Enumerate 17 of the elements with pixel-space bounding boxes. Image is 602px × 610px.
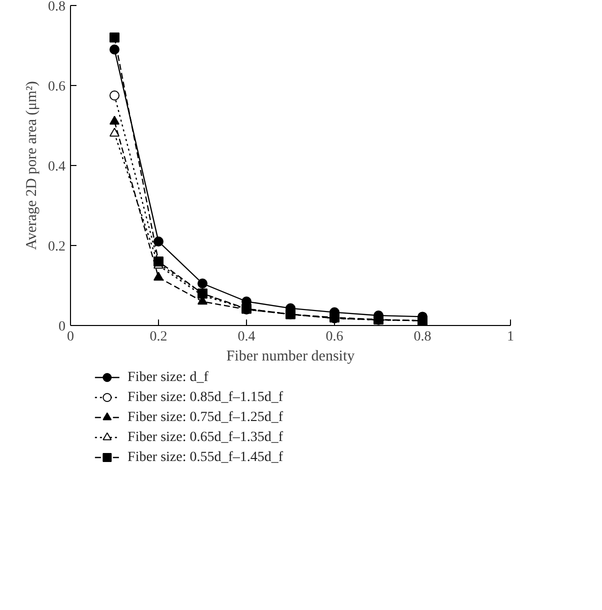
legend-label: Fiber size: 0.85d_f–1.15d_f	[128, 390, 284, 405]
y-tick-label: 0.4	[48, 160, 66, 174]
legend-label: Fiber size: 0.65d_f–1.35d_f	[128, 430, 284, 445]
legend-label: Fiber size: 0.55d_f–1.45d_f	[128, 450, 284, 465]
legend-label: Fiber size: 0.75d_f–1.25d_f	[128, 410, 284, 425]
y-axis-title: Average 2D pore area (μm²)	[24, 81, 40, 250]
x-tick-label: 1	[507, 330, 514, 344]
x-tick-label: 0.6	[326, 330, 344, 344]
x-tick-label: 0.8	[414, 330, 432, 344]
y-tick-label: 0.6	[48, 80, 66, 94]
x-tick-label: 0.4	[238, 330, 256, 344]
x-tick-label: 0.2	[150, 330, 168, 344]
legend-label: Fiber size: d_f	[128, 370, 209, 385]
y-tick-label: 0.2	[48, 240, 66, 254]
y-tick-label: 0	[58, 320, 66, 334]
y-tick-label: 0.8	[48, 0, 66, 14]
x-axis-title: Fiber number density	[226, 348, 356, 364]
